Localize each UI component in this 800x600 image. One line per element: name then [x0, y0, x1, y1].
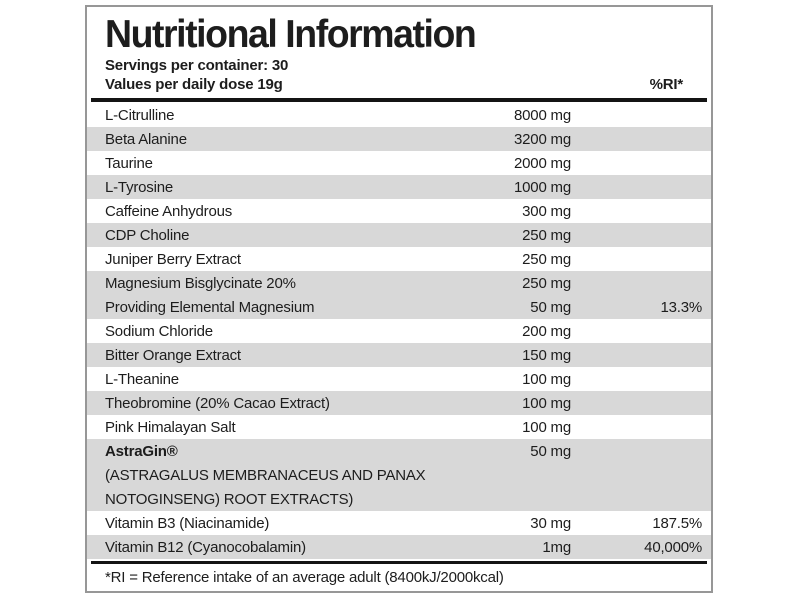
- ingredient-name: Providing Elemental Magnesium: [105, 298, 315, 316]
- ingredient-amount: 250 mg: [522, 274, 571, 292]
- table-row: Vitamin B12 (Cyanocobalamin) 1mg 40,000%: [87, 535, 711, 559]
- table-row: Pink Himalayan Salt 100 mg: [87, 415, 711, 439]
- reference-intake-footnote: *RI = Reference intake of an average adu…: [105, 569, 504, 586]
- table-row: Juniper Berry Extract 250 mg: [87, 247, 711, 271]
- ingredient-name: Sodium Chloride: [105, 322, 213, 340]
- footer-divider-rule: [91, 561, 707, 564]
- table-row: Vitamin B3 (Niacinamide) 30 mg 187.5%: [87, 511, 711, 535]
- table-row: CDP Choline 250 mg: [87, 223, 711, 247]
- ingredient-name: NOTOGINSENG) ROOT EXTRACTS): [105, 490, 354, 508]
- ingredient-name: Bitter Orange Extract: [105, 346, 241, 364]
- ingredient-amount: 3200 mg: [514, 130, 571, 148]
- ingredient-name: Theobromine (20% Cacao Extract): [105, 394, 330, 412]
- table-row: Providing Elemental Magnesium 50 mg 13.3%: [87, 295, 711, 319]
- ingredient-name: Pink Himalayan Salt: [105, 418, 236, 436]
- ingredient-amount: 300 mg: [522, 202, 571, 220]
- ingredient-amount: 250 mg: [522, 250, 571, 268]
- header-divider-rule: [91, 98, 707, 102]
- ingredient-name: L-Citrulline: [105, 106, 175, 124]
- ingredients-table: L-Citrulline 8000 mg Beta Alanine 3200 mg Ta…: [87, 103, 711, 559]
- ingredient-amount: 30 mg: [530, 514, 571, 532]
- table-row: NOTOGINSENG) ROOT EXTRACTS): [87, 487, 711, 511]
- ingredient-ri: 40,000%: [644, 538, 702, 556]
- ingredient-name: Beta Alanine: [105, 130, 187, 148]
- ingredient-name: (ASTRAGALUS MEMBRANACEUS AND PANAX: [105, 466, 426, 484]
- table-row: L-Theanine 100 mg: [87, 367, 711, 391]
- ingredient-name: Magnesium Bisglycinate 20%: [105, 274, 296, 292]
- table-row: AstraGin® 50 mg: [87, 439, 711, 463]
- ingredient-amount: 100 mg: [522, 418, 571, 436]
- ingredient-ri: 13.3%: [660, 298, 702, 316]
- ingredient-name: Taurine: [105, 154, 153, 172]
- ri-column-header: %RI*: [649, 76, 684, 93]
- ingredient-name: L-Tyrosine: [105, 178, 174, 196]
- ingredient-amount: 250 mg: [522, 226, 571, 244]
- table-row: Caffeine Anhydrous 300 mg: [87, 199, 711, 223]
- ingredient-amount: 50 mg: [530, 442, 571, 460]
- table-row: Taurine 2000 mg: [87, 151, 711, 175]
- servings-per-container-text: Servings per container: 30: [105, 57, 289, 74]
- table-row: (ASTRAGALUS MEMBRANACEUS AND PANAX: [87, 463, 711, 487]
- ingredient-amount: 50 mg: [530, 298, 571, 316]
- ingredient-ri: 187.5%: [652, 514, 702, 532]
- values-per-dose-text: Values per daily dose 19g: [105, 76, 283, 93]
- ingredient-amount: 200 mg: [522, 322, 571, 340]
- ingredient-name: L-Theanine: [105, 370, 179, 388]
- label-header: Nutritional Information Servings per con…: [87, 7, 711, 94]
- ingredient-name: Juniper Berry Extract: [105, 250, 241, 268]
- ingredient-name: AstraGin®: [105, 442, 178, 460]
- nutrition-label-panel: Nutritional Information Servings per con…: [85, 5, 713, 593]
- ingredient-name: Caffeine Anhydrous: [105, 202, 233, 220]
- ingredient-amount: 100 mg: [522, 394, 571, 412]
- ingredient-amount: 8000 mg: [514, 106, 571, 124]
- table-row: Bitter Orange Extract 150 mg: [87, 343, 711, 367]
- ingredient-amount: 2000 mg: [514, 154, 571, 172]
- ingredient-amount: 100 mg: [522, 370, 571, 388]
- page-title: Nutritional Information: [105, 13, 477, 56]
- table-row: Magnesium Bisglycinate 20% 250 mg: [87, 271, 711, 295]
- ingredient-amount: 1000 mg: [514, 178, 571, 196]
- table-row: L-Tyrosine 1000 mg: [87, 175, 711, 199]
- ingredient-name: CDP Choline: [105, 226, 190, 244]
- table-row: Sodium Chloride 200 mg: [87, 319, 711, 343]
- ingredient-name: Vitamin B12 (Cyanocobalamin): [105, 538, 306, 556]
- table-row: Theobromine (20% Cacao Extract) 100 mg: [87, 391, 711, 415]
- ingredient-amount: 1mg: [542, 538, 571, 556]
- ingredient-name: Vitamin B3 (Niacinamide): [105, 514, 270, 532]
- ingredient-amount: 150 mg: [522, 346, 571, 364]
- table-row: L-Citrulline 8000 mg: [87, 103, 711, 127]
- table-row: Beta Alanine 3200 mg: [87, 127, 711, 151]
